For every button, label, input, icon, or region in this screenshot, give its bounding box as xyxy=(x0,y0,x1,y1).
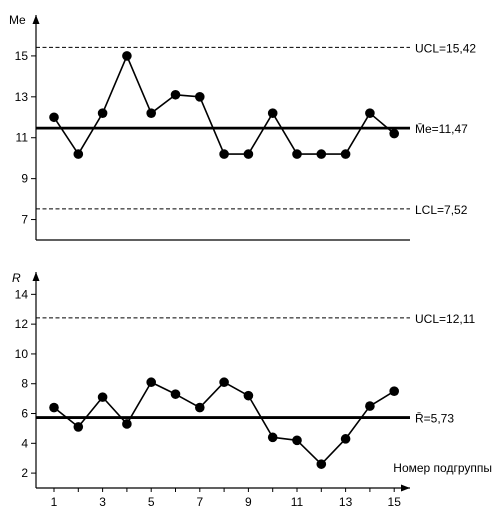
y-tick-label: 7 xyxy=(21,213,28,227)
data-point xyxy=(243,149,254,159)
data-point xyxy=(146,108,156,118)
data-point xyxy=(49,402,59,413)
data-point xyxy=(195,92,205,102)
y-tick-label: 6 xyxy=(21,407,28,421)
data-point xyxy=(243,390,254,401)
x-tick-label: 1 xyxy=(51,495,58,509)
data-point xyxy=(49,112,59,123)
series-line xyxy=(53,55,395,155)
median-chart: Me 7 9 11 13 15 UCL=15,42 M̄e=11,47 LCL=7,52 xyxy=(9,13,476,241)
y-axis-title: Me xyxy=(9,13,26,27)
data-point xyxy=(389,386,400,396)
data-point xyxy=(365,108,375,118)
x-tick-label: 9 xyxy=(245,495,252,509)
data-point xyxy=(122,419,132,429)
data-point xyxy=(267,432,278,443)
data-point xyxy=(170,389,181,399)
data-point xyxy=(316,459,327,469)
data-point xyxy=(170,89,181,100)
data-point xyxy=(292,149,302,159)
data-point xyxy=(73,149,84,159)
y-tick-label: 11 xyxy=(16,131,29,145)
y-tick-label: 13 xyxy=(15,90,29,104)
data-point xyxy=(340,434,351,444)
data-point xyxy=(73,422,84,432)
control-line-label: M̄e=11,47 xyxy=(415,122,468,136)
y-tick-label: 14 xyxy=(15,287,29,301)
y-axis-arrow xyxy=(32,15,40,24)
x-tick-label: 13 xyxy=(339,495,353,509)
control-line-label: LCL=7,52 xyxy=(415,203,468,217)
y-tick-label: 10 xyxy=(15,347,29,361)
y-tick-label: 2 xyxy=(21,466,28,480)
data-point xyxy=(365,401,375,411)
x-tick-label: 15 xyxy=(388,495,402,509)
y-axis-arrow xyxy=(32,272,40,281)
data-point xyxy=(340,149,351,159)
y-tick-label: 8 xyxy=(21,377,28,391)
x-axis-title: Номер подгруппы xyxy=(393,461,492,475)
data-point xyxy=(389,128,400,139)
control-line-label: UCL=15,42 xyxy=(415,41,476,55)
data-point xyxy=(97,392,108,402)
y-tick-label: 4 xyxy=(21,436,28,450)
x-axis-arrow xyxy=(401,484,410,492)
data-point xyxy=(267,108,278,118)
y-axis-title: R xyxy=(12,271,21,285)
y-tick-label: 12 xyxy=(15,317,29,331)
data-point xyxy=(219,149,229,159)
data-point xyxy=(292,435,302,446)
data-point xyxy=(146,377,156,388)
data-point xyxy=(219,377,229,388)
x-tick-label: 3 xyxy=(99,495,106,509)
y-tick-label: 15 xyxy=(15,49,29,63)
x-tick-label: 11 xyxy=(291,495,304,509)
y-tick-label: 9 xyxy=(21,172,28,186)
control-line-label: R̄=5,73 xyxy=(415,412,454,426)
control-line-label: UCL=12,11 xyxy=(415,312,475,326)
x-tick-label: 5 xyxy=(148,495,155,509)
data-point xyxy=(316,149,327,159)
x-tick-label: 7 xyxy=(196,495,203,509)
data-point xyxy=(195,402,205,413)
data-point xyxy=(97,108,108,118)
data-point xyxy=(122,51,132,61)
